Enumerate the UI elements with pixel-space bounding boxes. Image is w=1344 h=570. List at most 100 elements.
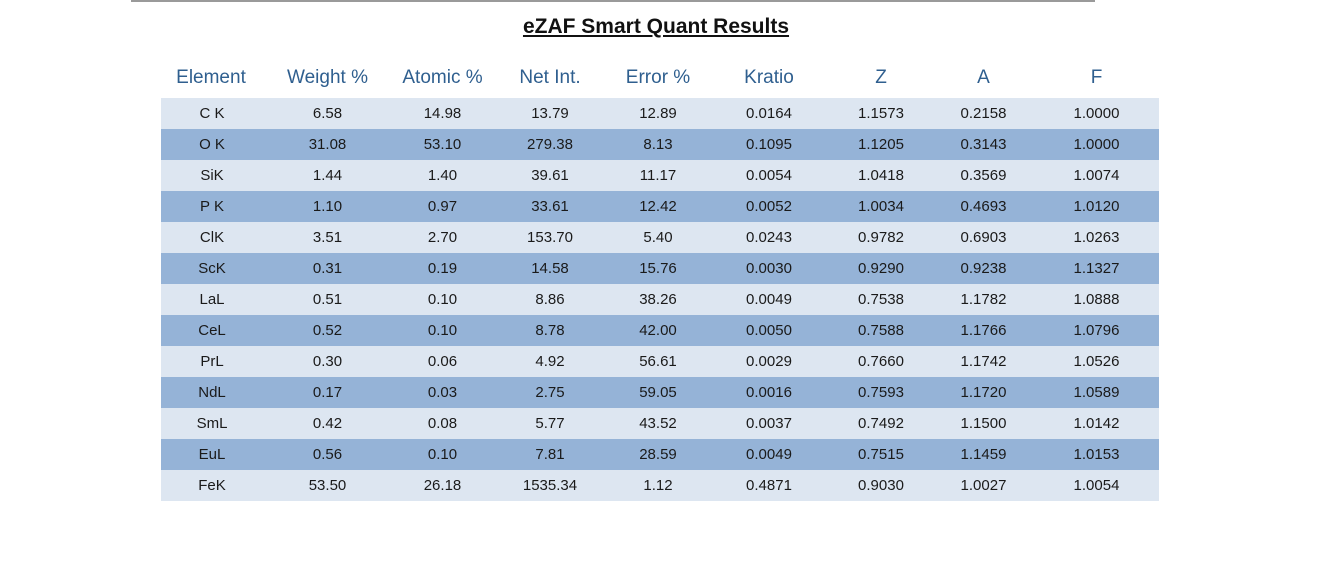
atomic-percent-cell: 53.10 — [392, 129, 493, 160]
a-cell: 1.1459 — [933, 439, 1034, 470]
weight-percent-cell: 0.31 — [263, 253, 392, 284]
column-header-net-intensity: Net Int. — [493, 58, 607, 98]
kratio-cell: 0.0050 — [709, 315, 829, 346]
element-cell: SiK — [161, 160, 263, 191]
atomic-percent-cell: 0.10 — [392, 315, 493, 346]
net-intensity-cell: 1535.34 — [493, 470, 607, 501]
column-header-a: A — [933, 58, 1034, 98]
weight-percent-cell: 0.51 — [263, 284, 392, 315]
net-intensity-cell: 2.75 — [493, 377, 607, 408]
element-cell: PrL — [161, 346, 263, 377]
table-row: SmL 0.42 0.08 5.77 43.52 0.0037 0.7492 1.1500 1.… — [161, 408, 1159, 439]
kratio-cell: 0.0243 — [709, 222, 829, 253]
weight-percent-cell: 1.44 — [263, 160, 392, 191]
f-cell: 1.0054 — [1034, 470, 1159, 501]
element-cell: SmL — [161, 408, 263, 439]
kratio-cell: 0.0029 — [709, 346, 829, 377]
z-cell: 1.1205 — [829, 129, 933, 160]
net-intensity-cell: 14.58 — [493, 253, 607, 284]
a-cell: 1.1766 — [933, 315, 1034, 346]
results-table: Element Weight % Atomic % Net Int. Error… — [161, 58, 1159, 501]
f-cell: 1.0589 — [1034, 377, 1159, 408]
f-cell: 1.0888 — [1034, 284, 1159, 315]
atomic-percent-cell: 0.10 — [392, 284, 493, 315]
a-cell: 0.3569 — [933, 160, 1034, 191]
z-cell: 1.0418 — [829, 160, 933, 191]
error-percent-cell: 15.76 — [607, 253, 709, 284]
z-cell: 1.0034 — [829, 191, 933, 222]
error-percent-cell: 59.05 — [607, 377, 709, 408]
weight-percent-cell: 0.52 — [263, 315, 392, 346]
element-cell: ClK — [161, 222, 263, 253]
table-row: FeK 53.50 26.18 1535.34 1.12 0.4871 0.9030 1.00… — [161, 470, 1159, 501]
table-row: ScK 0.31 0.19 14.58 15.76 0.0030 0.9290 0.9238 1… — [161, 253, 1159, 284]
a-cell: 0.6903 — [933, 222, 1034, 253]
error-percent-cell: 8.13 — [607, 129, 709, 160]
z-cell: 0.9782 — [829, 222, 933, 253]
weight-percent-cell: 0.56 — [263, 439, 392, 470]
table-row: NdL 0.17 0.03 2.75 59.05 0.0016 0.7593 1.1720 1.… — [161, 377, 1159, 408]
kratio-cell: 0.0164 — [709, 98, 829, 129]
weight-percent-cell: 53.50 — [263, 470, 392, 501]
z-cell: 0.7588 — [829, 315, 933, 346]
a-cell: 1.0027 — [933, 470, 1034, 501]
f-cell: 1.0074 — [1034, 160, 1159, 191]
header-row: Element Weight % Atomic % Net Int. Error… — [161, 58, 1159, 98]
a-cell: 1.1500 — [933, 408, 1034, 439]
weight-percent-cell: 0.30 — [263, 346, 392, 377]
a-cell: 0.4693 — [933, 191, 1034, 222]
element-cell: ScK — [161, 253, 263, 284]
table-row: P K 1.10 0.97 33.61 12.42 0.0052 1.0034 0.4693 1… — [161, 191, 1159, 222]
atomic-percent-cell: 0.08 — [392, 408, 493, 439]
kratio-cell: 0.0052 — [709, 191, 829, 222]
f-cell: 1.0263 — [1034, 222, 1159, 253]
z-cell: 0.9030 — [829, 470, 933, 501]
error-percent-cell: 12.42 — [607, 191, 709, 222]
column-header-element: Element — [161, 58, 263, 98]
atomic-percent-cell: 0.03 — [392, 377, 493, 408]
weight-percent-cell: 0.17 — [263, 377, 392, 408]
f-cell: 1.0000 — [1034, 129, 1159, 160]
kratio-cell: 0.0049 — [709, 284, 829, 315]
f-cell: 1.0120 — [1034, 191, 1159, 222]
error-percent-cell: 42.00 — [607, 315, 709, 346]
weight-percent-cell: 1.10 — [263, 191, 392, 222]
column-header-kratio: Kratio — [709, 58, 829, 98]
element-cell: C K — [161, 98, 263, 129]
z-cell: 0.7593 — [829, 377, 933, 408]
weight-percent-cell: 0.42 — [263, 408, 392, 439]
error-percent-cell: 11.17 — [607, 160, 709, 191]
column-header-f: F — [1034, 58, 1159, 98]
element-cell: O K — [161, 129, 263, 160]
results-title: eZAF Smart Quant Results — [522, 15, 790, 38]
atomic-percent-cell: 0.10 — [392, 439, 493, 470]
a-cell: 1.1742 — [933, 346, 1034, 377]
f-cell: 1.0000 — [1034, 98, 1159, 129]
error-percent-cell: 38.26 — [607, 284, 709, 315]
f-cell: 1.0153 — [1034, 439, 1159, 470]
a-cell: 0.3143 — [933, 129, 1034, 160]
weight-percent-cell: 31.08 — [263, 129, 392, 160]
table-row: O K 31.08 53.10 279.38 8.13 0.1095 1.1205 0.314… — [161, 129, 1159, 160]
kratio-cell: 0.0030 — [709, 253, 829, 284]
column-header-weight-percent: Weight % — [263, 58, 392, 98]
atomic-percent-cell: 2.70 — [392, 222, 493, 253]
column-header-error-percent: Error % — [607, 58, 709, 98]
net-intensity-cell: 279.38 — [493, 129, 607, 160]
table-row: C K 6.58 14.98 13.79 12.89 0.0164 1.1573 0.2158… — [161, 98, 1159, 129]
table-row: ClK 3.51 2.70 153.70 5.40 0.0243 0.9782 0.6903 1… — [161, 222, 1159, 253]
column-header-atomic-percent: Atomic % — [392, 58, 493, 98]
kratio-cell: 0.4871 — [709, 470, 829, 501]
net-intensity-cell: 4.92 — [493, 346, 607, 377]
net-intensity-cell: 39.61 — [493, 160, 607, 191]
element-cell: LaL — [161, 284, 263, 315]
net-intensity-cell: 153.70 — [493, 222, 607, 253]
a-cell: 0.2158 — [933, 98, 1034, 129]
top-rule — [131, 0, 1095, 2]
net-intensity-cell: 13.79 — [493, 98, 607, 129]
a-cell: 1.1720 — [933, 377, 1034, 408]
element-cell: EuL — [161, 439, 263, 470]
error-percent-cell: 12.89 — [607, 98, 709, 129]
kratio-cell: 0.0037 — [709, 408, 829, 439]
z-cell: 0.7660 — [829, 346, 933, 377]
